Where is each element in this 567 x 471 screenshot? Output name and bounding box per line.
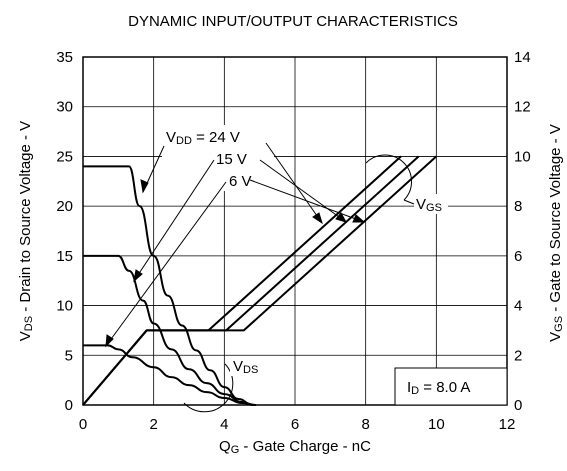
plot-frame [82, 56, 508, 406]
arrowhead-15-vds [133, 269, 143, 283]
left-tick-label-7: 35 [56, 49, 73, 66]
left-axis-ticks: 0 5 10 15 20 25 30 35 [56, 49, 73, 414]
leader-15-to-vds [133, 159, 215, 282]
right-tick-label-0: 0 [514, 397, 522, 414]
vgs-bracket: VGS [365, 154, 448, 214]
right-tick-label-5: 10 [514, 148, 531, 165]
vdd-24-label: VDD = 24 V [166, 129, 240, 147]
id-condition-label: ID = 8.0 A [407, 379, 470, 397]
left-tick-label-4: 20 [56, 198, 73, 215]
left-tick-label-1: 5 [65, 347, 73, 364]
vdd-label-backdrop [162, 125, 274, 191]
left-tick-label-6: 30 [56, 99, 73, 116]
leader-6-to-vds [105, 181, 227, 347]
x-axis-ticks: 0 2 4 6 8 10 12 [79, 416, 516, 433]
right-tick-label-7: 14 [514, 49, 531, 66]
series-layer [82, 155, 438, 406]
vdd-15-label: 15 V [216, 151, 247, 168]
left-tick-label-5: 25 [56, 148, 73, 165]
leader-lines [105, 142, 366, 348]
right-axis-ticks: 0 2 4 6 8 10 12 14 [514, 49, 531, 414]
vdd-6-label: 6 V [229, 173, 252, 190]
vds-bracket: VDS [183, 356, 274, 413]
arrowhead-6-vds [105, 334, 114, 348]
left-tick-label-0: 0 [65, 397, 73, 414]
right-tick-label-6: 12 [514, 99, 531, 116]
id-condition-box: ID = 8.0 A [394, 367, 508, 406]
leader-24-to-vgs [265, 142, 323, 224]
x-tick-label-1: 2 [149, 416, 157, 433]
left-tick-label-2: 10 [56, 298, 73, 315]
right-tick-label-2: 4 [514, 298, 522, 315]
right-tick-label-1: 2 [514, 347, 522, 364]
leader-6-to-vgs [249, 179, 365, 223]
x-tick-label-3: 6 [291, 416, 299, 433]
arrowhead-6-vgs [352, 214, 366, 223]
x-axis-label: QG - Gate Charge - nC [219, 438, 371, 456]
x-tick-label-4: 8 [361, 416, 369, 433]
left-tick-label-3: 15 [56, 248, 73, 265]
vdd-annotations: VDD = 24 V 15 V 6 V [162, 125, 274, 191]
series-vds-6v [82, 344, 257, 406]
leader-15-to-vgs [259, 159, 347, 223]
x-tick-label-0: 0 [79, 416, 87, 433]
vgs-label: VGS [416, 196, 442, 214]
arrowhead-24-vds [140, 179, 149, 194]
chart-title: DYNAMIC INPUT/OUTPUT CHARACTERISTICS [128, 13, 458, 30]
right-tick-label-4: 8 [514, 198, 522, 215]
arrowhead-15-vgs [335, 212, 348, 223]
right-tick-label-3: 6 [514, 248, 522, 265]
arrowhead-24-vgs [312, 212, 323, 225]
series-vgs-24v [82, 155, 438, 406]
x-tick-label-6: 12 [499, 416, 516, 433]
series-vds-24v [83, 165, 253, 406]
x-tick-label-2: 4 [220, 416, 228, 433]
x-tick-label-5: 10 [428, 416, 445, 433]
right-axis-label: VGS - Gate to Source Voltage - V [547, 124, 565, 342]
left-axis-label: VDS - Drain to Source Voltage - V [17, 121, 35, 341]
vds-label: VDS [233, 358, 258, 376]
